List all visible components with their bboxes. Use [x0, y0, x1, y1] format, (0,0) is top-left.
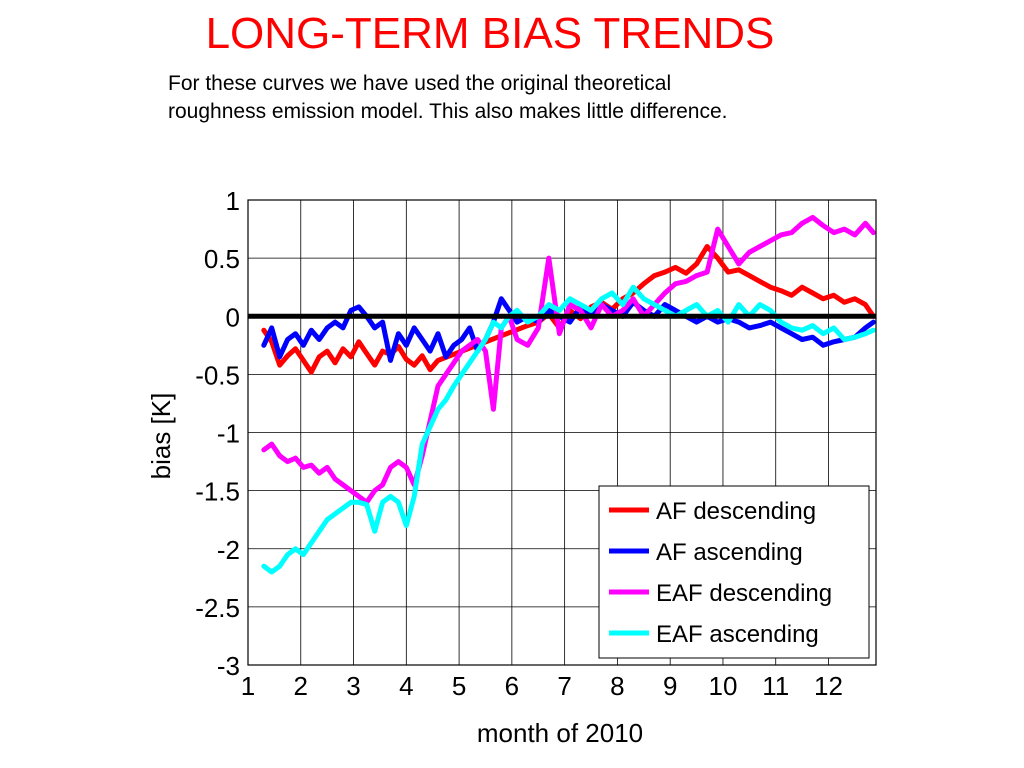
y-tick-label: -0.5	[195, 360, 240, 390]
x-tick-label: 6	[505, 671, 519, 701]
legend-label-af-ascending: AF ascending	[656, 539, 803, 566]
slide-title: LONG-TERM BIAS TRENDS	[205, 9, 775, 58]
plot-frame	[247, 199, 877, 666]
x-tick-label: 4	[399, 671, 413, 701]
legend-box	[598, 485, 870, 659]
legend-label-af-descending: AF descending	[656, 498, 816, 525]
x-tick-label: 3	[346, 671, 360, 701]
y-tick-label: 1	[226, 186, 240, 216]
x-tick-labels: 1 2 3 4 5 6 7 8 9 10 11 12	[241, 671, 843, 701]
y-tick-label: -3	[217, 651, 240, 681]
x-tick-label: 1	[241, 671, 255, 701]
y-tick-label: -2.5	[195, 593, 240, 623]
x-tick-label: 9	[663, 671, 677, 701]
y-tick-label: -1	[217, 419, 240, 449]
x-tick-label: 5	[452, 671, 466, 701]
subtitle-line-2: roughness emission model. This also make…	[168, 100, 728, 123]
x-tick-label: 10	[708, 671, 737, 701]
y-tick-label: 0	[226, 302, 240, 332]
series-line-eaf-ascending	[261, 284, 876, 575]
subtitle-line-1: For these curves we have used the origin…	[168, 72, 672, 95]
y-tick-labels: 1 0.5 0 -0.5 -1 -1.5 -2 -2.5 -3	[195, 186, 240, 681]
x-tick-label: 2	[294, 671, 308, 701]
legend-label-eaf-ascending: EAF ascending	[656, 621, 819, 648]
series-line-eaf-descending	[261, 214, 876, 505]
slide-subtitle: For these curves we have used the origin…	[168, 70, 728, 126]
y-tick-label: -1.5	[195, 477, 240, 507]
y-axis-label: bias [K]	[146, 393, 176, 480]
x-axis-label: month of 2010	[477, 718, 643, 748]
y-tick-label: -2	[217, 535, 240, 565]
x-tick-label: 12	[814, 671, 843, 701]
x-tick-label: 8	[610, 671, 624, 701]
legend-label-eaf-descending: EAF descending	[656, 580, 832, 607]
x-tick-label: 11	[762, 671, 789, 701]
legend: AF descending AF ascending EAF descending E…	[598, 485, 870, 659]
y-tick-label: 0.5	[204, 244, 240, 274]
x-tick-label: 7	[557, 671, 571, 701]
